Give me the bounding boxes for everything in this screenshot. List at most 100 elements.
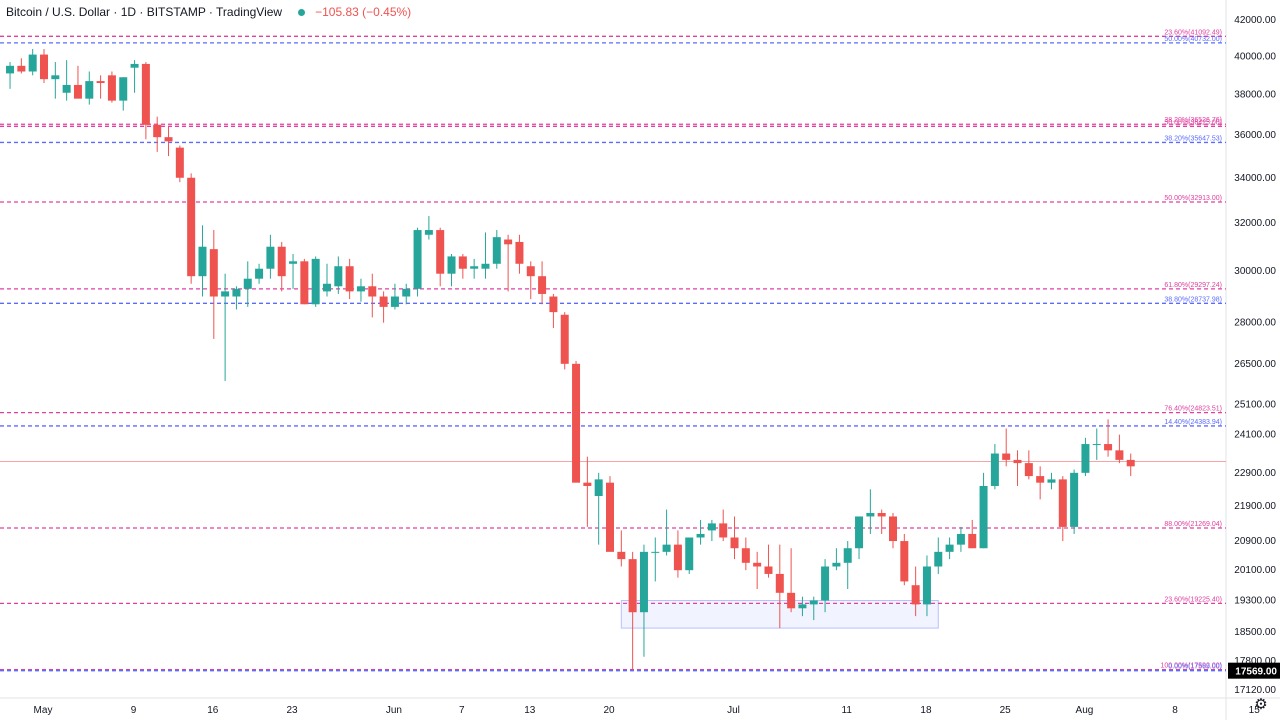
candle: [945, 537, 954, 560]
candle: [289, 253, 298, 289]
candle: [232, 286, 241, 310]
last-price-badge: [1228, 662, 1280, 679]
candle-body: [685, 537, 694, 571]
candle: [277, 241, 286, 292]
last-price-label: 17569.00: [1235, 667, 1277, 678]
chart-header: Bitcoin / U.S. Dollar · 1D · BITSTAMP · …: [6, 3, 416, 21]
candle: [628, 551, 637, 670]
candle: [130, 60, 139, 93]
candle: [719, 509, 728, 542]
candle: [17, 58, 26, 74]
candle-body: [730, 537, 739, 549]
candle: [1070, 469, 1079, 534]
candle: [855, 516, 864, 560]
candle: [538, 261, 547, 305]
candle-body: [243, 278, 252, 289]
candle: [1104, 419, 1113, 457]
gear-icon[interactable]: ⚙: [1254, 696, 1268, 713]
x-tick-label: Aug: [1076, 705, 1094, 716]
candle-body: [96, 81, 105, 84]
fib-level-label: 23.60%(19225.40): [1164, 596, 1222, 603]
candle-body: [1024, 463, 1033, 477]
y-tick-label: 34000.00: [1234, 173, 1276, 184]
candle-body: [175, 147, 184, 178]
candle: [798, 596, 807, 617]
y-tick-label: 26500.00: [1234, 359, 1276, 370]
candle-body: [481, 263, 490, 269]
candle: [707, 519, 716, 542]
candle: [1081, 437, 1090, 477]
candle-body: [911, 585, 920, 605]
candle-body: [198, 246, 207, 277]
candle-body: [900, 541, 909, 582]
candle: [606, 476, 614, 552]
candle: [651, 537, 660, 582]
candle-body: [209, 249, 218, 297]
fib-level-label: 50.00%(32913.00): [1164, 195, 1222, 202]
candle-body: [855, 516, 864, 549]
candle-body: [639, 551, 648, 613]
x-tick-label: 20: [603, 705, 615, 716]
candle-body: [934, 551, 943, 567]
candle-body: [130, 63, 139, 68]
candle: [1002, 428, 1011, 467]
y-tick-label: 28000.00: [1234, 318, 1276, 329]
fib-level-label: 76.40%(24823.51): [1164, 406, 1222, 413]
x-tick-label: Jun: [386, 705, 402, 716]
fib-level-label: 100.00%(17592.00): [1161, 663, 1223, 670]
candle: [40, 48, 48, 84]
candle-body: [617, 551, 626, 560]
status-dot-icon: [298, 8, 306, 16]
candle-body: [707, 523, 716, 531]
candle: [334, 256, 343, 294]
y-tick-label: 32000.00: [1234, 218, 1276, 229]
candle: [356, 278, 365, 302]
candle: [753, 551, 762, 590]
candle-body: [662, 544, 671, 552]
candle-body: [821, 566, 830, 601]
candle: [572, 361, 581, 483]
candle: [741, 537, 750, 571]
price-change: −105.83 (−0.45%): [315, 5, 412, 19]
candle: [164, 126, 173, 157]
candle-body: [6, 65, 15, 74]
candle-body: [753, 562, 762, 567]
candle: [107, 71, 116, 103]
candle: [832, 548, 841, 571]
candle: [390, 283, 399, 310]
candle-body: [164, 137, 173, 142]
candle-body: [153, 124, 162, 138]
x-tick-label: 11: [842, 705, 853, 716]
candle: [821, 559, 830, 613]
candle-body: [1047, 479, 1056, 483]
x-tick-label: 23: [286, 705, 298, 716]
candle: [1047, 472, 1056, 490]
candle-body: [889, 516, 897, 542]
candle-body: [470, 266, 479, 269]
candle-body: [515, 241, 524, 264]
candle-body: [1013, 459, 1022, 464]
candle-body: [775, 573, 784, 593]
candle-body: [1070, 472, 1079, 527]
y-tick-label: 30000.00: [1234, 266, 1276, 277]
candle-body: [73, 84, 82, 99]
candle-body: [107, 75, 116, 101]
candle: [96, 75, 105, 99]
candle-body: [1104, 444, 1113, 451]
candle-body: [956, 533, 965, 545]
candle: [549, 293, 558, 329]
candle: [311, 256, 320, 307]
candle: [956, 526, 965, 552]
candle-body: [809, 600, 818, 605]
candle-body: [402, 288, 411, 297]
candle: [402, 283, 411, 305]
candle-body: [673, 544, 682, 571]
candle: [1024, 450, 1033, 480]
fib-level-label: 50.00%(40732.00): [1164, 36, 1222, 43]
fib-level-label: 14.40%(24383.94): [1164, 419, 1222, 426]
candle-body: [945, 544, 954, 552]
candle-body: [651, 551, 660, 553]
candle-body: [221, 291, 230, 297]
candle-body: [51, 75, 60, 80]
